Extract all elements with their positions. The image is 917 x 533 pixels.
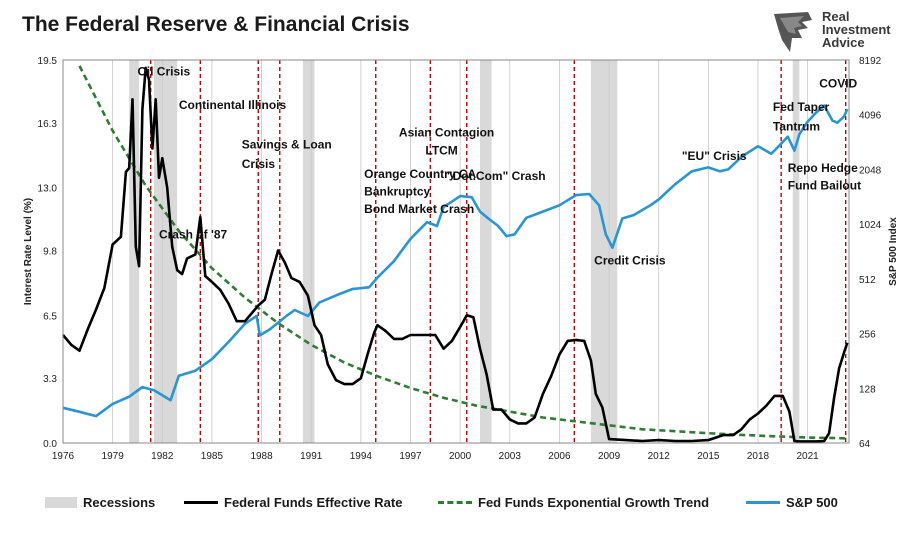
- x-tick-label: 1988: [250, 451, 273, 462]
- x-tick-label: 1991: [300, 451, 323, 462]
- y2-tick-label: 64: [859, 439, 871, 450]
- plot-frame: [62, 59, 850, 444]
- x-tick-label: 1997: [399, 451, 422, 462]
- legend-label-fedfunds: Federal Funds Effective Rate: [224, 494, 403, 510]
- eagle-logo-icon: [774, 12, 812, 52]
- y2-tick-label: 8192: [859, 56, 882, 67]
- brand-logo: Real Investment Advice: [768, 10, 908, 58]
- annotation-label: COVID: [819, 76, 857, 90]
- annotation-label: Repo Hedge: [788, 161, 858, 175]
- annotation-label: Asian Contagion: [399, 126, 494, 140]
- grid-lines: [62, 60, 809, 443]
- y-tick-label: 9.8: [43, 247, 57, 258]
- annotation-label: LTCM: [425, 143, 457, 157]
- y-tick-label: 6.5: [43, 311, 57, 322]
- y2-tick-label: 128: [859, 384, 876, 395]
- x-tick-label: 1979: [102, 451, 125, 462]
- recession-band: [792, 60, 800, 443]
- x-tick-label: 2006: [548, 451, 571, 462]
- y-tick-label: 13.0: [38, 184, 58, 195]
- annotation-label: Oil Crisis: [137, 65, 190, 79]
- legend-swatch-fedfunds: [184, 500, 218, 504]
- y-tick-label: 3.3: [43, 374, 57, 385]
- x-tick-label: 1985: [201, 451, 224, 462]
- legend-swatch-sp500: [746, 500, 780, 504]
- annotation-label: Continental Illinois: [179, 98, 287, 112]
- recession-band: [154, 60, 178, 443]
- x-tick-label: 2009: [598, 451, 621, 462]
- annotation-label: "Dot.Com" Crash: [447, 169, 546, 183]
- y-tick-label: 19.5: [38, 56, 58, 67]
- annotation-label: Bankruptcy: [364, 185, 430, 199]
- annotation-label: Credit Crisis: [594, 253, 666, 267]
- y2-tick-label: 2048: [859, 165, 882, 176]
- trend-line: [78, 65, 846, 440]
- y-tick-label: 0.0: [43, 439, 57, 450]
- recession-band: [302, 60, 315, 443]
- x-tick-label: 2000: [449, 451, 472, 462]
- annotation-label: Fed Taper: [773, 100, 830, 114]
- annotations: Oil Crisis Continental Illinois Savings & …: [137, 65, 861, 268]
- axes: 1976 1979 1982 1985 1988 1991 1994 1997 2000 2003…: [23, 56, 899, 462]
- x-tick-label: 2003: [499, 451, 522, 462]
- brand-name-line2: Investment: [822, 22, 891, 37]
- legend-label-trend: Fed Funds Exponential Growth Trend: [478, 494, 710, 510]
- y-tick-label: 16.3: [38, 119, 58, 130]
- x-tick-label: 2021: [797, 451, 820, 462]
- x-tick-label: 1976: [52, 451, 75, 462]
- x-tick-label: 2015: [697, 451, 720, 462]
- recession-band: [479, 60, 492, 443]
- legend-swatch-trend: [438, 500, 472, 504]
- plot-area: [63, 60, 849, 443]
- annotation-label: "EU" Crisis: [682, 149, 747, 163]
- legend-item-trend: Fed Funds Exponential Growth Trend: [438, 490, 709, 514]
- legend-swatch-recessions: [45, 496, 77, 508]
- annotation-label: Fund Bailout: [788, 179, 861, 193]
- x-tick-label: 2012: [648, 451, 671, 462]
- brand-name-line3: Advice: [822, 35, 865, 50]
- y2-axis-label: S&P 500 Index: [888, 217, 899, 286]
- annotation-label: Crash of '87: [159, 228, 228, 242]
- y2-tick-label: 512: [859, 275, 876, 286]
- legend: Recessions Federal Funds Effective Rate …: [0, 490, 917, 514]
- recession-band: [590, 60, 618, 443]
- legend-item-sp500: S&P 500: [746, 490, 838, 514]
- y2-tick-label: 1024: [859, 220, 882, 231]
- annotation-label: Savings & Loan: [242, 137, 332, 151]
- sp500-line: [62, 104, 849, 418]
- y2-tick-label: 4096: [859, 111, 882, 122]
- legend-label-sp500: S&P 500: [786, 494, 838, 510]
- annotation-label: Tantrum: [773, 120, 820, 134]
- x-tick-label: 1982: [151, 451, 174, 462]
- legend-label-recessions: Recessions: [83, 494, 156, 510]
- legend-item-recessions: Recessions: [45, 490, 155, 514]
- chart-title: The Federal Reserve & Financial Crisis: [22, 13, 410, 36]
- fedfunds-line: [62, 66, 849, 443]
- plot-background: [63, 60, 849, 443]
- x-tick-label: 2018: [747, 451, 770, 462]
- annotation-label: Crisis: [242, 157, 276, 171]
- annotation-label: Bond Market Crash: [364, 202, 474, 216]
- series-lines: [62, 65, 849, 443]
- annotation-label: Orange Country CA: [364, 167, 476, 181]
- x-tick-label: 1994: [350, 451, 373, 462]
- chart-canvas: 1976 1979 1982 1985 1988 1991 1994 1997 2000 2003…: [23, 56, 899, 462]
- y-axis-label: Interest Rate Level (%): [23, 198, 34, 305]
- y2-tick-label: 256: [859, 330, 876, 341]
- brand-name-line1: Real: [822, 9, 850, 24]
- legend-item-fedfunds: Federal Funds Effective Rate: [184, 490, 402, 514]
- recession-band: [129, 60, 140, 443]
- recession-bands: [129, 60, 800, 443]
